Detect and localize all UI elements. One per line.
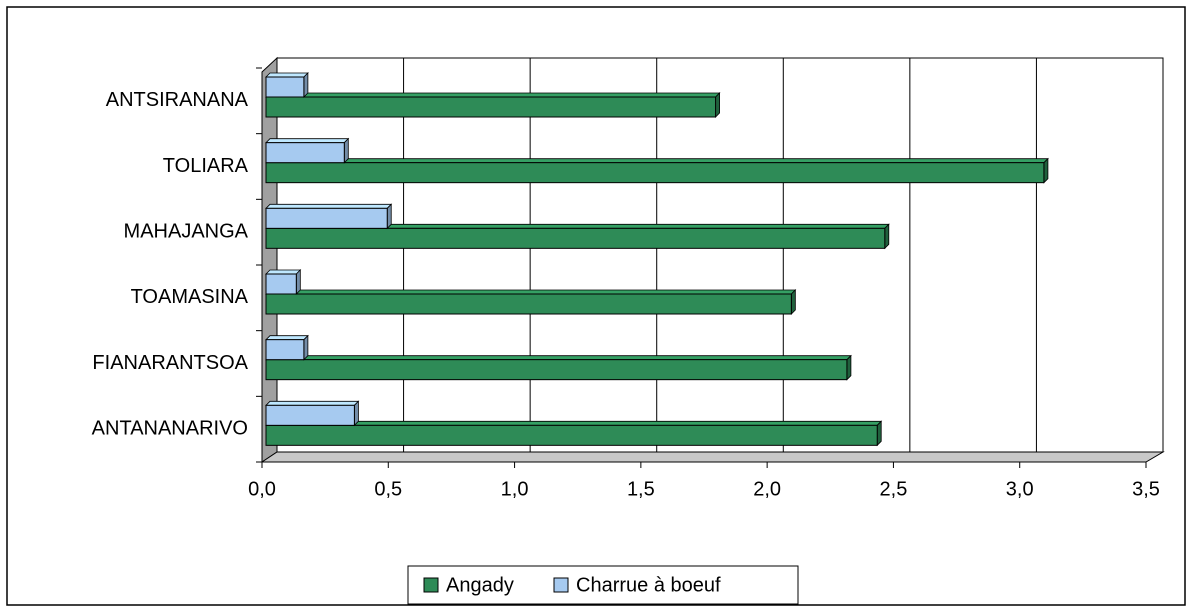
- x-tick-label: 1,0: [501, 478, 529, 500]
- y-tick-label: MAHAJANGA: [124, 220, 249, 242]
- bar-top: [265, 269, 302, 275]
- bar-side: [386, 203, 392, 230]
- y-tick-label: ANTSIRANANA: [106, 89, 249, 111]
- bar-side: [876, 420, 882, 447]
- bar-top: [265, 335, 309, 341]
- bar-top: [265, 138, 350, 144]
- bar-side: [343, 137, 349, 164]
- bar: [265, 142, 345, 164]
- bar-top: [265, 400, 360, 406]
- bar-side: [846, 354, 852, 381]
- bar-side: [295, 269, 301, 295]
- bar-top: [265, 355, 852, 361]
- bar-top: [265, 289, 797, 295]
- floor: [260, 451, 1165, 463]
- bar: [265, 162, 1045, 184]
- x-tick-label: 1,5: [627, 478, 655, 500]
- x-tick-label: 3,0: [1006, 478, 1034, 500]
- bar: [265, 293, 792, 315]
- x-tick-label: 2,5: [880, 478, 908, 500]
- legend-swatch: [423, 577, 439, 593]
- y-tick-label: FIANARANTSOA: [92, 352, 248, 374]
- bar: [265, 273, 297, 295]
- bar: [265, 359, 848, 381]
- bar: [265, 339, 305, 361]
- bar-side: [715, 92, 720, 118]
- bar: [265, 404, 355, 426]
- bar-side: [303, 72, 309, 98]
- bar-top: [265, 92, 721, 98]
- x-tick-label: 2,0: [753, 478, 781, 500]
- bar-side: [353, 400, 359, 427]
- legend-label: Angady: [446, 574, 514, 596]
- bar: [265, 76, 305, 98]
- legend-swatch: [553, 577, 569, 593]
- bar-side: [884, 223, 890, 250]
- bar: [265, 207, 388, 229]
- bar-side: [790, 289, 796, 315]
- y-tick-label: TOLIARA: [163, 155, 249, 177]
- x-tick-label: 0,5: [374, 478, 402, 500]
- bar: [265, 96, 717, 118]
- bar-side: [303, 334, 309, 361]
- bar-top: [265, 158, 1049, 164]
- legend: [407, 565, 799, 605]
- bar: [265, 227, 886, 249]
- bar: [265, 424, 878, 446]
- bar-side: [1043, 157, 1049, 184]
- y-tick-label: ANTANANARIVO: [92, 417, 248, 439]
- bar-top: [265, 72, 309, 78]
- legend-label: Charrue à boeuf: [576, 574, 721, 596]
- bar-top: [265, 203, 393, 209]
- x-tick-label: 0,0: [248, 478, 276, 500]
- x-tick-label: 3,5: [1132, 478, 1160, 500]
- y-tick-label: TOAMASINA: [131, 286, 249, 308]
